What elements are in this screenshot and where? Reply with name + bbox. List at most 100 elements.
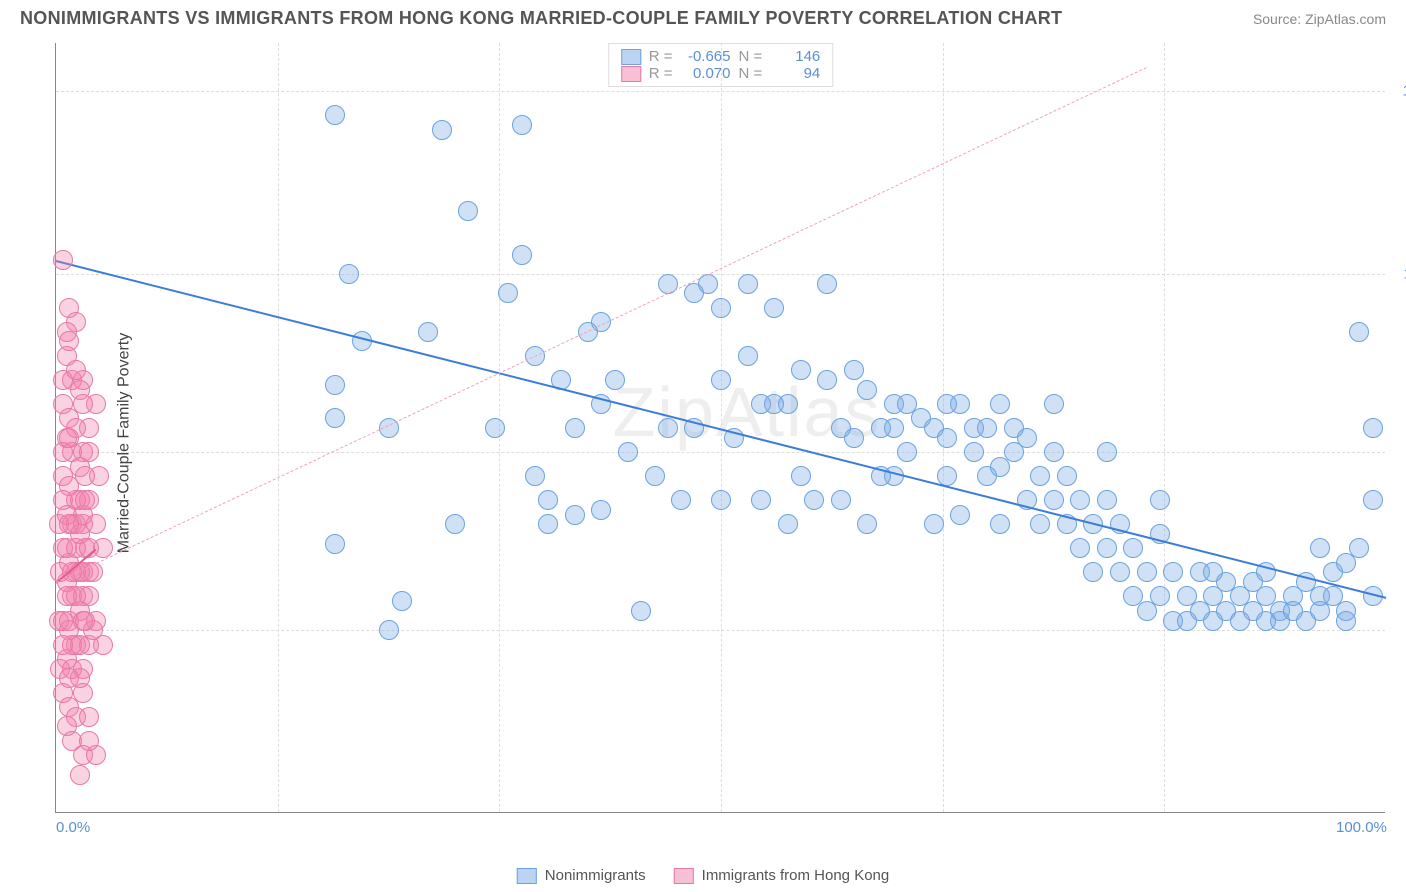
scatter-point — [512, 245, 532, 265]
scatter-point — [1030, 514, 1050, 534]
scatter-point — [418, 322, 438, 342]
scatter-point — [1110, 562, 1130, 582]
scatter-point — [75, 466, 95, 486]
scatter-point — [525, 466, 545, 486]
r-value-series2: 0.070 — [681, 65, 731, 82]
scatter-point — [1310, 538, 1330, 558]
scatter-point — [671, 490, 691, 510]
scatter-point — [1044, 394, 1064, 414]
n-label: N = — [739, 48, 763, 65]
r-label: R = — [649, 65, 673, 82]
scatter-point — [339, 264, 359, 284]
scatter-point — [86, 514, 106, 534]
scatter-point — [605, 370, 625, 390]
y-tick-label: 11.2% — [1390, 266, 1406, 283]
scatter-point — [1044, 490, 1064, 510]
scatter-point — [964, 442, 984, 462]
scatter-point — [844, 360, 864, 380]
y-tick-label: 3.8% — [1390, 622, 1406, 639]
scatter-point — [817, 274, 837, 294]
scatter-point — [445, 514, 465, 534]
scatter-point — [1150, 490, 1170, 510]
bottom-legend: Nonimmigrants Immigrants from Hong Kong — [517, 867, 889, 884]
scatter-point — [1057, 466, 1077, 486]
chart-header: NONIMMIGRANTS VS IMMIGRANTS FROM HONG KO… — [0, 0, 1406, 33]
scatter-point — [631, 601, 651, 621]
scatter-point — [977, 418, 997, 438]
scatter-point — [1017, 428, 1037, 448]
scatter-point — [59, 331, 79, 351]
scatter-point — [59, 514, 79, 534]
n-value-series1: 146 — [770, 48, 820, 65]
scatter-point — [645, 466, 665, 486]
scatter-point — [538, 514, 558, 534]
scatter-point — [485, 418, 505, 438]
scatter-point — [738, 274, 758, 294]
chart-container: Married-Couple Family Poverty ZipAtlas R… — [0, 33, 1406, 853]
scatter-point — [844, 428, 864, 448]
scatter-point — [1137, 562, 1157, 582]
scatter-point — [1083, 562, 1103, 582]
scatter-point — [75, 490, 95, 510]
scatter-point — [392, 591, 412, 611]
scatter-point — [884, 418, 904, 438]
scatter-point — [1044, 442, 1064, 462]
chart-title: NONIMMIGRANTS VS IMMIGRANTS FROM HONG KO… — [20, 8, 1062, 29]
scatter-point — [538, 490, 558, 510]
r-value-series1: -0.665 — [681, 48, 731, 65]
scatter-point — [937, 394, 957, 414]
scatter-point — [70, 765, 90, 785]
scatter-point — [325, 105, 345, 125]
n-value-series2: 94 — [770, 65, 820, 82]
scatter-point — [831, 490, 851, 510]
scatter-point — [379, 620, 399, 640]
scatter-point — [1336, 611, 1356, 631]
scatter-point — [57, 586, 77, 606]
scatter-point — [458, 201, 478, 221]
scatter-point — [53, 250, 73, 270]
scatter-point — [817, 370, 837, 390]
scatter-point — [79, 442, 99, 462]
scatter-point — [325, 534, 345, 554]
scatter-point — [565, 505, 585, 525]
scatter-point — [658, 418, 678, 438]
x-tick-label: 100.0% — [1336, 819, 1387, 836]
scatter-point — [990, 514, 1010, 534]
scatter-point — [1030, 466, 1050, 486]
n-label: N = — [739, 65, 763, 82]
scatter-point — [751, 490, 771, 510]
scatter-point — [73, 394, 93, 414]
scatter-point — [1349, 538, 1369, 558]
scatter-point — [1163, 562, 1183, 582]
scatter-point — [1363, 418, 1383, 438]
scatter-point — [924, 514, 944, 534]
scatter-point — [325, 375, 345, 395]
plot-area: ZipAtlas R = -0.665 N = 146 R = 0.070 N … — [55, 43, 1385, 813]
scatter-point — [53, 442, 73, 462]
gridline-vertical — [278, 43, 279, 812]
scatter-point — [1349, 322, 1369, 342]
scatter-point — [764, 298, 784, 318]
swatch-series1 — [621, 49, 641, 65]
scatter-point — [791, 360, 811, 380]
scatter-point — [804, 490, 824, 510]
scatter-point — [711, 370, 731, 390]
scatter-point — [618, 442, 638, 462]
scatter-point — [1123, 538, 1143, 558]
legend-label-series2: Immigrants from Hong Kong — [702, 867, 890, 884]
legend-swatch-series1 — [517, 868, 537, 884]
scatter-point — [857, 514, 877, 534]
scatter-point — [990, 394, 1010, 414]
scatter-point — [791, 466, 811, 486]
scatter-point — [565, 418, 585, 438]
scatter-point — [1097, 442, 1117, 462]
scatter-point — [711, 490, 731, 510]
swatch-series2 — [621, 66, 641, 82]
scatter-point — [591, 500, 611, 520]
scatter-point — [75, 611, 95, 631]
legend-label-series1: Nonimmigrants — [545, 867, 646, 884]
scatter-point — [1070, 538, 1090, 558]
legend-item-series2: Immigrants from Hong Kong — [674, 867, 890, 884]
scatter-point — [53, 635, 73, 655]
scatter-point — [1097, 538, 1117, 558]
